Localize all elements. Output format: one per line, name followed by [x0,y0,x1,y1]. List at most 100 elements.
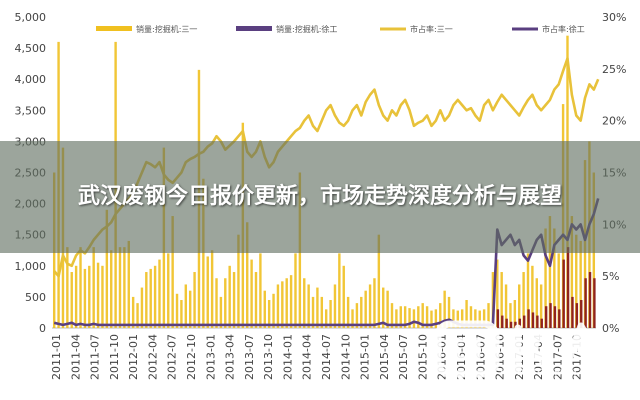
bar [539,284,543,328]
bar [580,300,583,328]
bar [504,284,508,328]
x-tick-label: 2014-01 [281,334,294,380]
bar [110,250,113,328]
bar [373,278,376,328]
bar [549,303,552,328]
bar [202,178,205,328]
bar [443,290,446,328]
bar [535,278,538,328]
x-tick-label: 2013-01 [204,334,217,380]
bar [364,290,367,328]
y2-tick-label: 20% [602,115,626,128]
bar [140,287,144,328]
bar [307,284,310,328]
bar [421,303,424,328]
bar [171,216,174,328]
bar [399,306,402,328]
bar [96,262,100,328]
y-tick-label: 1,000 [15,260,47,273]
watermark-text: HUISHOUREN [500,368,578,378]
x-tick-label: 2015-04 [378,334,391,380]
bar [263,290,266,328]
bar [439,303,442,328]
bar [557,253,560,328]
x-tick-label: 2014-07 [320,334,333,380]
bar [88,265,91,328]
bar [417,306,420,328]
bar [303,278,306,328]
x-tick-label: 2013-07 [243,334,256,380]
y-tick-label: 5,000 [15,11,47,24]
bar [566,247,570,328]
bar [548,216,552,328]
y2-tick-label: 25% [602,63,626,76]
bar [342,265,345,328]
bar [562,259,565,328]
bar [118,247,122,328]
x-tick-label: 2012-04 [146,334,159,380]
bar [232,272,236,328]
bar [175,293,179,328]
x-tick-label: 2012-07 [166,334,179,380]
bar [403,306,407,328]
bar [505,318,508,328]
y2-tick-label: 30% [602,11,626,24]
bar [522,272,525,328]
logo-glyph-shou [504,324,554,374]
bar [496,259,499,328]
bar [333,284,337,328]
bar [544,306,548,328]
bar [360,296,363,328]
bar [509,303,512,328]
bar [92,247,95,328]
bar [544,228,547,328]
bar [386,290,389,328]
bar [346,296,350,328]
bar [294,253,297,328]
bar [412,309,416,328]
bar [540,318,543,328]
bar [123,247,126,328]
bar [377,234,381,328]
bar [536,315,539,328]
logo-inner-box [453,337,481,361]
x-tick-label: 2014-10 [339,334,352,380]
logo-box [436,320,500,378]
bar [390,303,394,328]
y-tick-label: 0 [39,322,46,335]
x-tick-label: 2011-01 [50,334,63,380]
bar [482,309,486,328]
bar [460,309,464,328]
legend-label: 市占率:三一 [410,24,453,34]
bar [281,281,284,328]
bar [188,290,192,328]
bar [254,272,258,328]
legend-label: 销量:挖掘机:三一 [136,24,197,34]
bar [70,272,73,328]
bar [153,265,157,328]
x-tick-label: 2015-07 [397,334,410,380]
bar [311,296,315,328]
x-tick-label: 2014-04 [301,334,314,380]
legend-label: 销量:挖掘机:徐工 [276,24,337,34]
bar [149,268,152,328]
banner-title: 武汉废钢今日报价更新，市场走势深度分析与展望 [77,184,562,209]
bar [79,247,82,328]
x-tick-label: 2013-10 [262,334,275,380]
bar [553,228,556,328]
y-tick-label: 500 [25,291,46,304]
bar [434,309,438,328]
bar [276,284,280,328]
bar [320,296,324,328]
bar [158,259,161,328]
bar [131,296,135,328]
bar [526,253,530,328]
bar [465,300,468,328]
bar [215,278,218,328]
bar [105,209,109,328]
y2-tick-label: 0% [602,322,619,335]
bar [351,309,354,328]
bar [452,309,455,328]
bar [329,300,332,328]
bar [523,315,526,328]
